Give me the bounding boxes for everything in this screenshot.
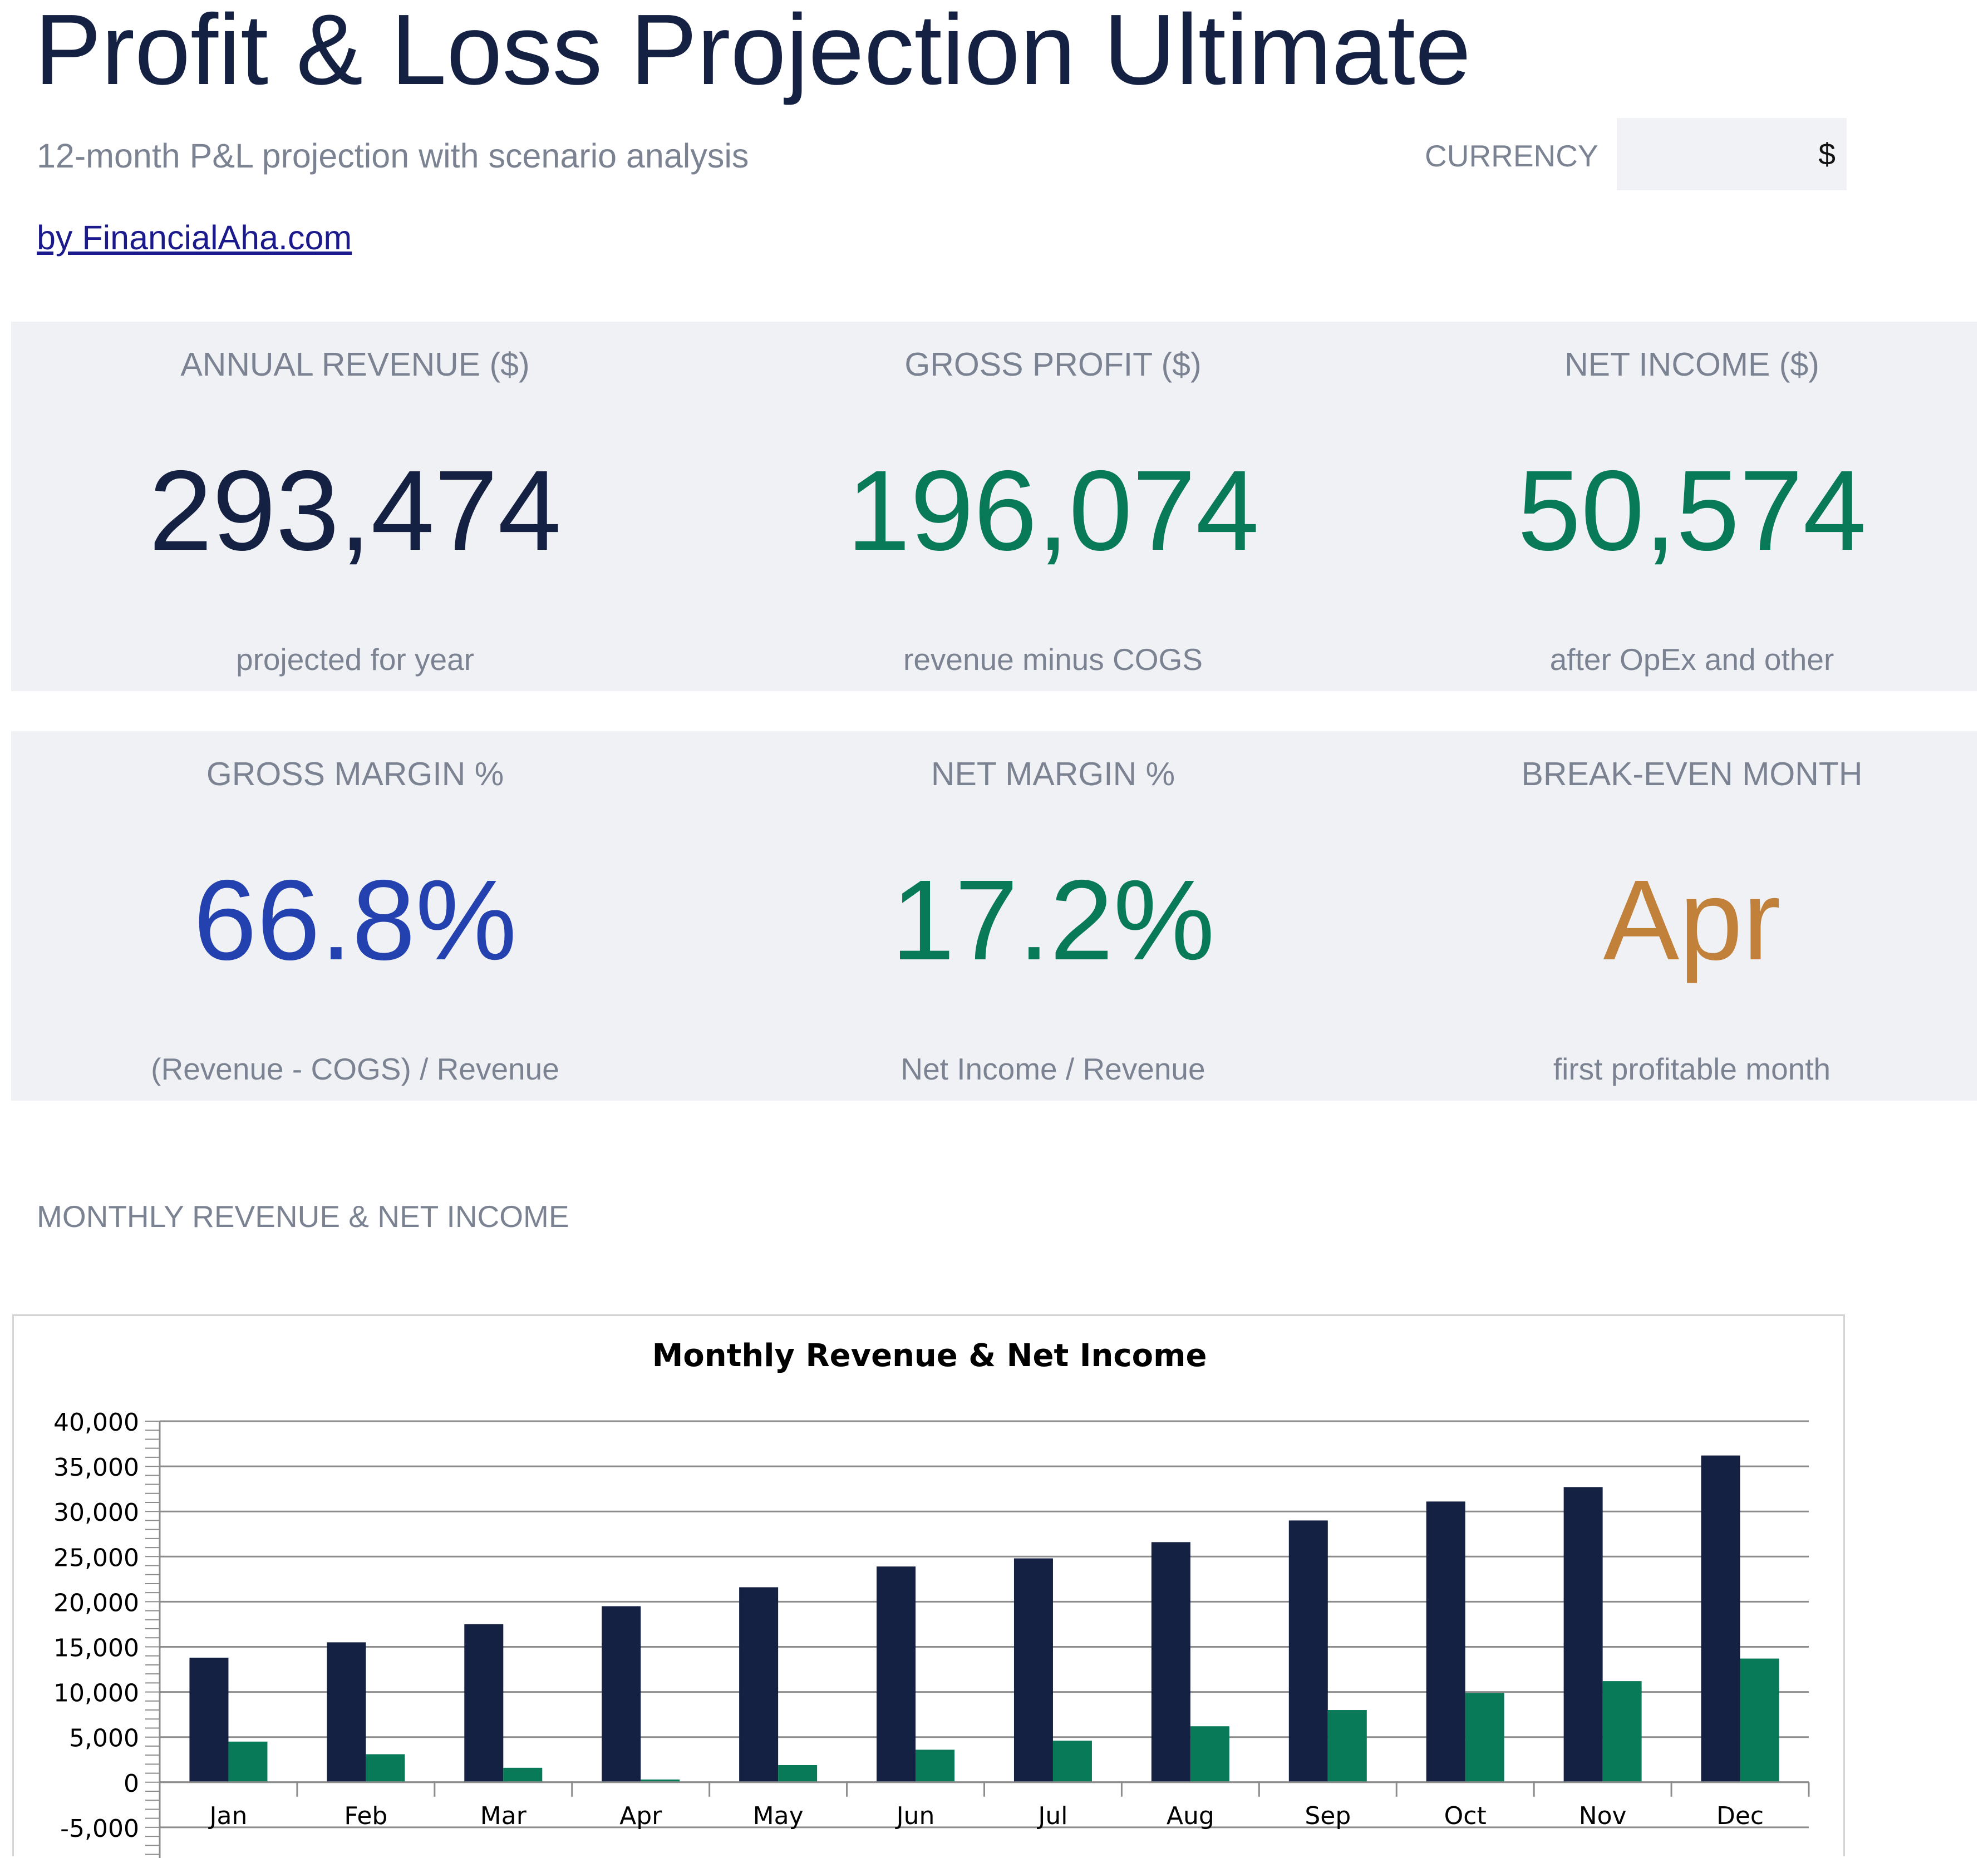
y-tick-label: 35,000	[53, 1453, 139, 1482]
monthly-revenue-net-income-chart: Monthly Revenue & Net Income 40,000 35,00…	[53, 1338, 1810, 1858]
y-tick-label: 25,000	[53, 1544, 139, 1572]
y-tick-label: -5,000	[60, 1815, 139, 1843]
kpi-value: 17.2%	[891, 856, 1215, 984]
chart-frame: Monthly Revenue & Net Income 40,000 35,00…	[12, 1314, 1845, 1858]
bar-may-series-2	[778, 1765, 818, 1782]
kpi-note: revenue minus COGS	[903, 642, 1203, 677]
kpi-note: (Revenue - COGS) / Revenue	[151, 1052, 559, 1086]
x-tick-label: Jun	[895, 1802, 935, 1830]
bar-mar-series-1	[464, 1624, 504, 1782]
page-subtitle: 12-month P&L projection with scenario an…	[37, 137, 749, 175]
currency-label: CURRENCY	[1425, 139, 1598, 173]
x-tick-label: Mar	[480, 1802, 527, 1830]
bar-jun-series-2	[916, 1749, 955, 1782]
kpi-break-even-month: BREAK-EVEN MONTH Apr first profitable mo…	[1407, 731, 1977, 1101]
kpi-label: GROSS PROFIT ($)	[904, 346, 1202, 383]
kpi-gross-profit: GROSS PROFIT ($) 196,074 revenue minus C…	[699, 322, 1407, 691]
y-tick-label: 15,000	[53, 1634, 139, 1663]
bar-sep-series-2	[1327, 1710, 1367, 1782]
bar-jul-series-1	[1013, 1558, 1053, 1782]
y-tick-label: 40,000	[53, 1408, 139, 1437]
kpi-note: first profitable month	[1553, 1052, 1831, 1086]
y-tick-label: 0	[124, 1770, 139, 1798]
x-tick-label: Jan	[208, 1802, 248, 1830]
bar-nov-series-2	[1602, 1681, 1642, 1782]
page-title: Profit & Loss Projection Ultimate	[35, 0, 1471, 106]
bar-oct-series-2	[1465, 1693, 1504, 1782]
section-title: MONTHLY REVENUE & NET INCOME	[37, 1199, 569, 1234]
kpi-label: NET MARGIN %	[931, 756, 1175, 792]
kpi-value: 293,474	[149, 447, 562, 574]
kpi-label: NET INCOME ($)	[1564, 346, 1819, 383]
x-tick-label: Oct	[1444, 1802, 1487, 1830]
kpi-panel-bottom: GROSS MARGIN % 66.8% (Revenue - COGS) / …	[11, 731, 1977, 1101]
bar-sep-series-1	[1288, 1520, 1328, 1782]
x-tick-label: Apr	[619, 1802, 662, 1830]
bar-jul-series-2	[1052, 1741, 1092, 1782]
kpi-label: ANNUAL REVENUE ($)	[180, 346, 530, 383]
x-tick-label: May	[753, 1802, 804, 1830]
y-tick-label: 30,000	[53, 1499, 139, 1527]
kpi-panel-top: ANNUAL REVENUE ($) 293,474 projected for…	[11, 322, 1977, 691]
kpi-note: Net Income / Revenue	[900, 1052, 1205, 1086]
kpi-note: projected for year	[236, 642, 474, 677]
bar-dec-series-1	[1701, 1455, 1740, 1782]
bar-apr-series-1	[602, 1606, 641, 1782]
kpi-net-margin: NET MARGIN % 17.2% Net Income / Revenue	[699, 731, 1407, 1101]
kpi-net-income: NET INCOME ($) 50,574 after OpEx and oth…	[1407, 322, 1977, 691]
bar-jun-series-1	[877, 1566, 916, 1782]
bar-feb-series-1	[327, 1642, 366, 1782]
x-tick-label: Dec	[1716, 1802, 1764, 1830]
bar-jan-series-2	[228, 1741, 268, 1782]
bar-nov-series-1	[1563, 1487, 1603, 1782]
byline-link[interactable]: by FinancialAha.com	[37, 219, 352, 257]
x-tick-label: Sep	[1305, 1802, 1351, 1830]
bar-jan-series-1	[189, 1657, 229, 1782]
y-tick-label: 5,000	[69, 1724, 139, 1753]
kpi-value: 196,074	[847, 447, 1259, 574]
bar-aug-series-2	[1190, 1726, 1229, 1782]
currency-input[interactable]: $	[1617, 118, 1847, 190]
x-tick-label: Aug	[1167, 1802, 1214, 1830]
bar-aug-series-1	[1151, 1542, 1190, 1782]
x-tick-label: Jul	[1036, 1802, 1067, 1830]
bar-apr-series-2	[641, 1779, 680, 1782]
bar-may-series-1	[739, 1587, 779, 1782]
kpi-note: after OpEx and other	[1549, 642, 1834, 677]
kpi-gross-margin: GROSS MARGIN % 66.8% (Revenue - COGS) / …	[11, 731, 699, 1101]
y-tick-label: 20,000	[53, 1589, 139, 1617]
bar-oct-series-1	[1426, 1501, 1465, 1782]
kpi-annual-revenue: ANNUAL REVENUE ($) 293,474 projected for…	[11, 322, 699, 691]
chart-title: Monthly Revenue & Net Income	[652, 1338, 1207, 1374]
bar-mar-series-2	[503, 1767, 543, 1782]
y-tick-label: 10,000	[53, 1679, 139, 1708]
kpi-value: 66.8%	[193, 856, 517, 984]
kpi-label: GROSS MARGIN %	[206, 756, 504, 792]
bar-dec-series-2	[1740, 1658, 1779, 1782]
kpi-value: Apr	[1603, 856, 1781, 984]
bar-feb-series-2	[366, 1754, 405, 1782]
kpi-label: BREAK-EVEN MONTH	[1521, 756, 1863, 792]
kpi-value: 50,574	[1517, 447, 1867, 574]
x-tick-label: Feb	[344, 1802, 387, 1830]
x-tick-label: Nov	[1579, 1802, 1627, 1830]
